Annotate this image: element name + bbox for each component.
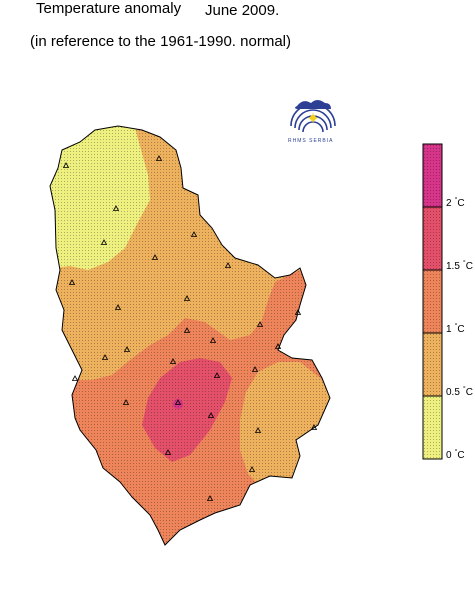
logo-text: RHMS SERBIA (288, 138, 334, 144)
station-marker (206, 495, 214, 501)
station-marker (294, 309, 302, 315)
station-marker (190, 231, 198, 237)
rhms-logo-icon (290, 100, 336, 133)
station-marker (248, 466, 256, 472)
station-marker (183, 327, 191, 333)
legend-tick-1.5: 1.5 °C (446, 260, 473, 272)
station-marker (122, 399, 130, 405)
station-marker (207, 412, 215, 418)
station-marker (100, 239, 108, 245)
station-marker (71, 375, 79, 381)
station-marker (68, 279, 76, 285)
station-marker (112, 205, 120, 211)
station-markers (62, 155, 318, 501)
map-subtitle: (in reference to the 1961-1990. normal) (30, 33, 291, 50)
station-marker (251, 366, 259, 372)
station-marker (310, 424, 318, 430)
map-date: June 2009. (205, 2, 280, 19)
station-marker (254, 427, 262, 433)
station-marker (155, 155, 163, 161)
station-marker (114, 304, 122, 310)
legend-tick-0.5: 0.5 °C (446, 386, 473, 398)
station-marker (209, 337, 217, 343)
station-marker (164, 449, 172, 455)
legend-tick-0: 0 °C (446, 449, 465, 461)
station-marker (213, 372, 221, 378)
station-marker (256, 321, 264, 327)
station-marker (169, 358, 177, 364)
legend-tick-1: 1 °C (446, 323, 465, 335)
station-marker (151, 254, 159, 260)
station-marker (123, 346, 131, 352)
legend-tick-2: 2 °C (446, 197, 465, 209)
station-marker (62, 162, 70, 168)
station-marker (174, 399, 182, 405)
station-marker (274, 343, 282, 349)
map-title: Temperature anomaly (36, 0, 182, 17)
station-marker (224, 262, 232, 268)
station-marker (101, 354, 109, 360)
station-marker (183, 295, 191, 301)
